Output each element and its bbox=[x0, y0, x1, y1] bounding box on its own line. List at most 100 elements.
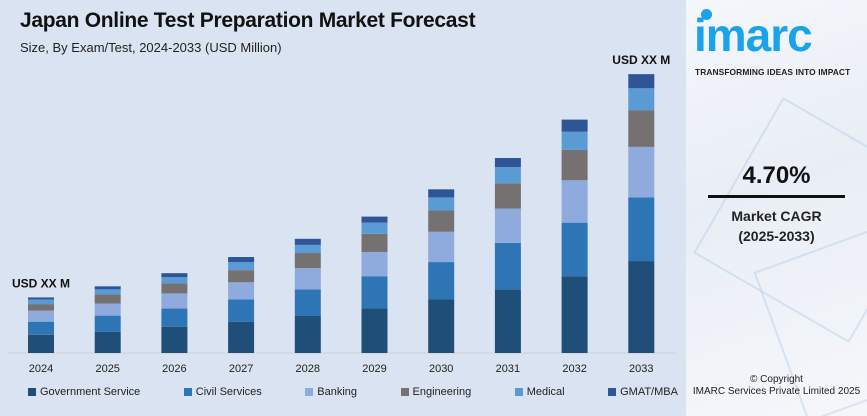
bar-segment-government-service-2029 bbox=[361, 308, 388, 353]
bar-segment-engineering-2024 bbox=[28, 304, 54, 311]
data-annotation: USD XX M bbox=[12, 276, 70, 290]
bar-segment-civil-services-2029 bbox=[361, 276, 388, 309]
bar-segment-medical-2024 bbox=[28, 299, 54, 305]
bar-segment-gmat-mba-2030 bbox=[428, 189, 455, 198]
bar-stack-2028 bbox=[294, 238, 321, 353]
x-tick-label: 2027 bbox=[229, 363, 253, 375]
x-tick-label: 2032 bbox=[562, 363, 586, 375]
cagr-label: Market CAGR (2025-2033) bbox=[686, 206, 867, 246]
bar-segment-civil-services-2026 bbox=[161, 308, 188, 327]
stacked-bar-chart: 2024 USD XX M 2025 2026 2027 2028 2029 2030 2031… bbox=[8, 53, 676, 375]
bar-segment-government-service-2024 bbox=[28, 334, 54, 353]
bar-segment-gmat-mba-2027 bbox=[228, 257, 255, 263]
bar-segment-gmat-mba-2032 bbox=[561, 119, 588, 132]
cagr-value: 4.70% bbox=[742, 162, 811, 189]
legend-item: Engineering bbox=[400, 386, 472, 398]
x-tick-label: 2026 bbox=[162, 363, 186, 375]
bar-segment-banking-2027 bbox=[228, 282, 255, 300]
bar-segment-government-service-2025 bbox=[94, 331, 121, 353]
bar-segment-civil-services-2030 bbox=[428, 262, 455, 300]
bar-stack-2029 bbox=[361, 216, 388, 353]
bar-segment-civil-services-2025 bbox=[94, 315, 121, 332]
bar-segment-gmat-mba-2033 bbox=[628, 74, 655, 89]
legend-swatch bbox=[514, 388, 523, 396]
bar-segment-engineering-2030 bbox=[428, 210, 455, 232]
bar-segment-medical-2025 bbox=[94, 289, 121, 295]
x-tick-label: 2024 bbox=[29, 363, 53, 375]
legend-item: Government Service bbox=[28, 386, 140, 398]
bar-segment-medical-2029 bbox=[361, 222, 388, 234]
bar-segment-medical-2033 bbox=[628, 88, 655, 111]
bar-stack-2032 bbox=[561, 119, 588, 353]
bar-segment-gmat-mba-2026 bbox=[161, 273, 188, 278]
info-panel: imarc TRANSFORMING IDEAS INTO IMPACT 4.7… bbox=[686, 0, 867, 416]
bar-segment-banking-2032 bbox=[561, 180, 588, 223]
bar-segment-gmat-mba-2025 bbox=[94, 286, 121, 290]
bar-segment-engineering-2027 bbox=[228, 270, 255, 283]
x-tick-label: 2030 bbox=[429, 363, 453, 375]
legend-swatch bbox=[400, 388, 409, 396]
bar-stack-2030 bbox=[428, 189, 455, 353]
bar-segment-banking-2033 bbox=[628, 146, 655, 198]
legend-item: Medical bbox=[514, 386, 565, 398]
bar-segment-government-service-2033 bbox=[628, 261, 655, 353]
bar-segment-engineering-2025 bbox=[94, 294, 121, 304]
bar-segment-banking-2024 bbox=[28, 310, 54, 322]
bar-segment-medical-2031 bbox=[494, 167, 521, 184]
bar-segment-gmat-mba-2029 bbox=[361, 216, 388, 223]
bar-segment-medical-2030 bbox=[428, 197, 455, 211]
bar-segment-government-service-2032 bbox=[561, 276, 588, 353]
bar-stack-2031 bbox=[494, 158, 521, 353]
bar-segment-banking-2031 bbox=[494, 208, 521, 243]
bar-segment-engineering-2029 bbox=[361, 233, 388, 252]
legend-item: Civil Services bbox=[183, 386, 262, 398]
logo-dot-icon bbox=[701, 9, 712, 20]
chart-legend: Government Service Civil Services Banking E… bbox=[28, 386, 678, 398]
chart-title: Japan Online Test Preparation Market For… bbox=[20, 9, 476, 32]
bar-segment-banking-2029 bbox=[361, 251, 388, 277]
bar-segment-engineering-2032 bbox=[561, 149, 588, 181]
bar-segment-gmat-mba-2031 bbox=[494, 158, 521, 168]
copyright-line1: © Copyright bbox=[750, 374, 803, 385]
bar-segment-engineering-2031 bbox=[494, 183, 521, 209]
imarc-logo: imarc bbox=[694, 9, 813, 61]
logo-tagline: TRANSFORMING IDEAS INTO IMPACT bbox=[695, 67, 851, 77]
cagr-divider bbox=[708, 195, 845, 198]
x-tick-label: 2025 bbox=[95, 363, 119, 375]
bar-segment-government-service-2027 bbox=[228, 321, 255, 353]
x-tick-label: 2028 bbox=[296, 363, 320, 375]
legend-label: Civil Services bbox=[195, 386, 262, 398]
bar-segment-medical-2027 bbox=[228, 262, 255, 271]
legend-swatch bbox=[608, 388, 617, 396]
copyright: © Copyright IMARC Services Private Limit… bbox=[686, 374, 867, 398]
legend-swatch bbox=[183, 388, 192, 396]
legend-label: GMAT/MBA bbox=[620, 386, 678, 398]
bar-segment-civil-services-2031 bbox=[494, 242, 521, 290]
legend-item: GMAT/MBA bbox=[608, 386, 678, 398]
legend-swatch bbox=[28, 388, 36, 396]
legend-label: Medical bbox=[526, 386, 565, 398]
bar-segment-civil-services-2028 bbox=[294, 289, 321, 316]
bar-segment-government-service-2026 bbox=[161, 326, 188, 353]
cagr-label-line2: (2025-2033) bbox=[738, 228, 815, 244]
copyright-line2: IMARC Services Private Limited 2025 bbox=[692, 386, 861, 397]
bar-segment-banking-2026 bbox=[161, 293, 188, 309]
bar-segment-government-service-2028 bbox=[294, 315, 321, 353]
bar-segment-engineering-2028 bbox=[294, 252, 321, 269]
data-annotation: USD XX M bbox=[612, 53, 670, 67]
bar-segment-civil-services-2032 bbox=[561, 222, 588, 277]
bar-segment-medical-2028 bbox=[294, 244, 321, 253]
bar-stack-2027 bbox=[228, 257, 255, 353]
legend-label: Government Service bbox=[40, 386, 141, 398]
bar-segment-civil-services-2027 bbox=[228, 299, 255, 322]
x-tick-label: 2033 bbox=[629, 363, 653, 375]
bar-segment-banking-2030 bbox=[428, 231, 455, 263]
legend-label: Banking bbox=[317, 386, 358, 398]
bar-segment-engineering-2033 bbox=[628, 110, 655, 147]
legend-label: Engineering bbox=[412, 386, 472, 398]
bar-stack-2025 bbox=[94, 286, 121, 353]
cagr-label-line1: Market CAGR bbox=[731, 208, 822, 224]
bar-segment-banking-2028 bbox=[294, 268, 321, 290]
bar-segment-government-service-2031 bbox=[494, 289, 521, 353]
x-tick-label: 2029 bbox=[362, 363, 386, 375]
